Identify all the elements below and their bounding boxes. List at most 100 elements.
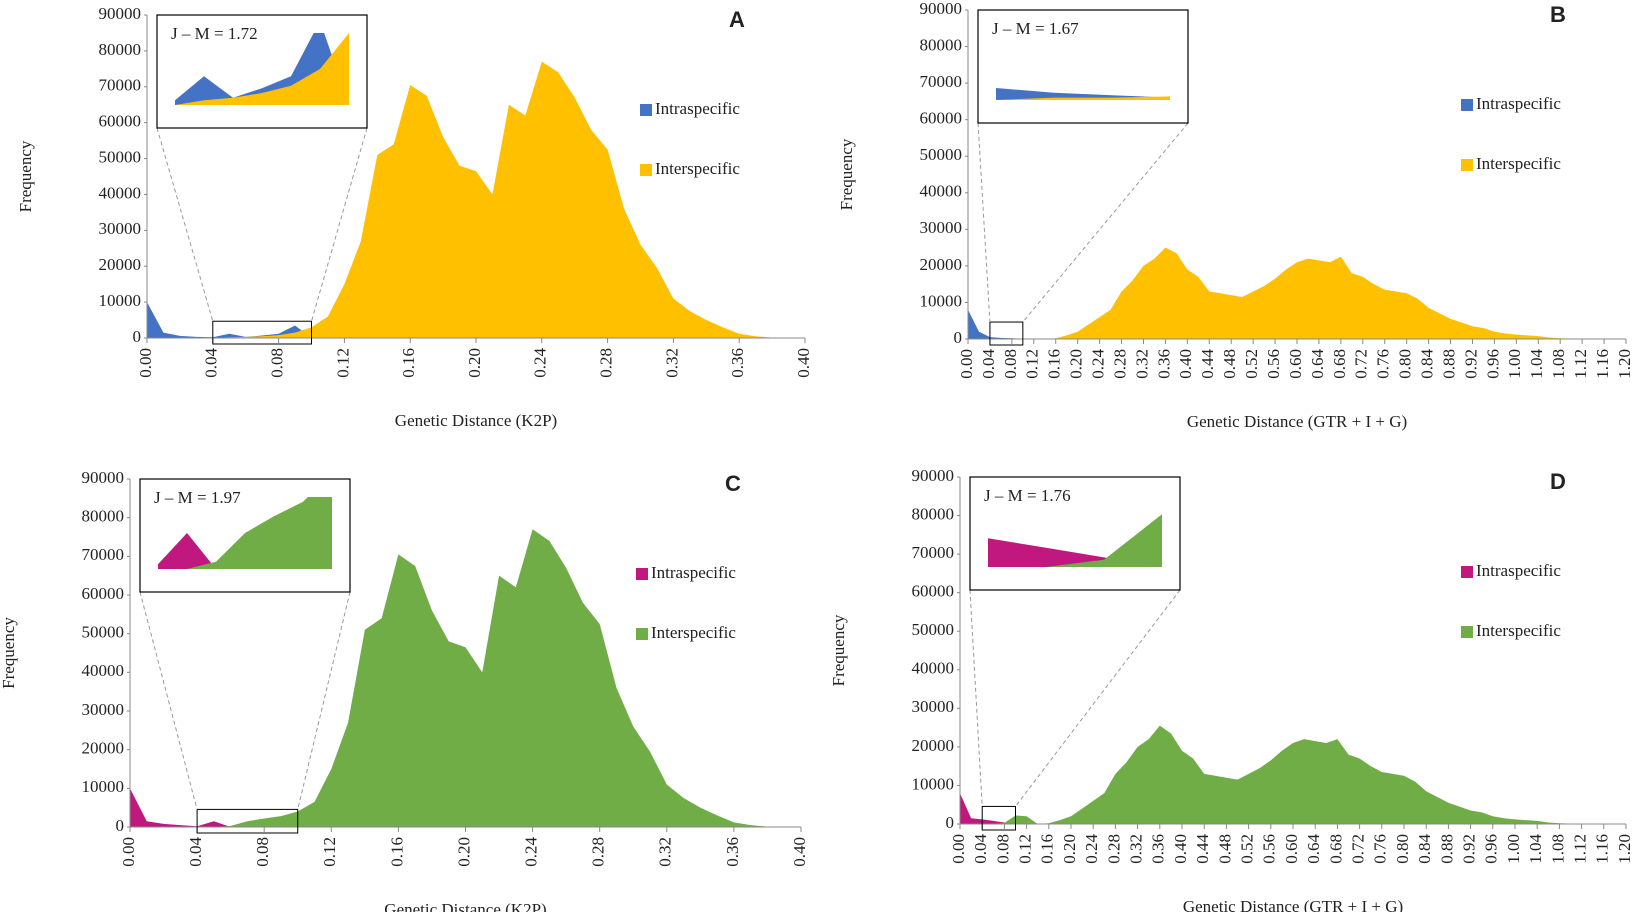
x-tick-label: 0.08	[1001, 349, 1020, 379]
legend-label: Intraspecific	[651, 563, 736, 582]
y-tick-label: 70000	[99, 76, 142, 95]
legend-swatch	[1461, 566, 1473, 578]
x-tick-label: 0.24	[522, 837, 541, 867]
inset-area-series	[175, 33, 349, 105]
legend-label: Interspecific	[1476, 621, 1561, 640]
inset-area-series	[988, 538, 1162, 567]
y-tick-label: 20000	[912, 736, 955, 755]
y-tick-label: 20000	[82, 739, 125, 758]
zoom-connector	[156, 127, 214, 322]
x-tick-label: 0.92	[1461, 349, 1480, 379]
zoom-connector	[1022, 122, 1189, 323]
x-tick-label: 0.84	[1415, 834, 1434, 864]
x-tick-label: 0.20	[454, 837, 473, 867]
zoom-connector	[977, 122, 991, 323]
legend-swatch	[1461, 99, 1473, 111]
inset-plot	[988, 514, 1162, 567]
x-tick-label: 1.04	[1527, 349, 1546, 379]
y-tick-label: 30000	[99, 219, 142, 238]
x-tick-label: 0.32	[1127, 834, 1146, 864]
x-tick-label: 0.80	[1396, 349, 1415, 379]
x-tick-label: 0.40	[1171, 834, 1190, 864]
legend-label: Interspecific	[655, 159, 740, 178]
y-tick-label: 70000	[920, 72, 963, 91]
y-tick-label: 0	[116, 816, 125, 835]
inset-area-series	[996, 88, 1170, 100]
x-tick-label: 0.00	[119, 837, 138, 867]
x-tick-label: 0.12	[1023, 349, 1042, 379]
x-tick-label: 0.08	[253, 837, 272, 867]
y-tick-label: 80000	[912, 504, 955, 523]
panel-label: A	[729, 7, 745, 32]
x-tick-label: 0.92	[1460, 834, 1479, 864]
y-tick-label: 50000	[99, 147, 142, 166]
x-tick-label: 1.20	[1615, 834, 1634, 864]
inset-area-series	[158, 533, 332, 569]
inset-area-series	[988, 514, 1162, 567]
x-tick-label: 0.00	[949, 834, 968, 864]
x-tick-label: 0.60	[1282, 834, 1301, 864]
x-tick-label: 0.76	[1371, 834, 1390, 864]
x-tick-label: 0.12	[320, 837, 339, 867]
y-tick-label: 80000	[920, 35, 963, 54]
inset-area-series	[158, 497, 332, 569]
x-tick-label: 0.80	[1393, 834, 1412, 864]
y-tick-label: 20000	[920, 255, 963, 274]
y-tick-label: 60000	[99, 112, 142, 131]
y-tick-label: 70000	[82, 545, 125, 564]
legend-label: Intraspecific	[1476, 94, 1561, 113]
x-tick-label: 0.40	[1176, 349, 1195, 379]
legend-label: Intraspecific	[1476, 561, 1561, 580]
y-tick-label: 0	[954, 328, 963, 347]
x-tick-label: 0.36	[728, 348, 747, 378]
x-tick-label: 1.16	[1593, 349, 1612, 379]
y-tick-label: 90000	[920, 0, 963, 18]
y-tick-label: 50000	[920, 145, 963, 164]
y-tick-label: 40000	[82, 661, 125, 680]
chart-panel: 0 10000 20000 30000 40000 50000 60000 70000 8000…	[16, 4, 813, 430]
y-tick-label: 40000	[99, 183, 142, 202]
y-tick-label: 10000	[912, 774, 955, 793]
x-tick-label: 1.12	[1571, 349, 1590, 379]
inset-area-series	[996, 96, 1170, 100]
x-tick-label: 0.64	[1304, 834, 1323, 864]
y-tick-label: 60000	[912, 582, 955, 601]
x-tick-label: 0.48	[1215, 834, 1234, 864]
inset-plot	[996, 88, 1170, 100]
y-axis-label: Frequency	[829, 614, 848, 686]
y-tick-label: 90000	[82, 468, 125, 487]
x-tick-label: 0.32	[662, 348, 681, 378]
x-tick-label: 0.24	[1089, 349, 1108, 379]
zoom-box	[212, 320, 312, 345]
y-tick-label: 50000	[82, 623, 125, 642]
x-tick-label: 0.60	[1286, 349, 1305, 379]
x-tick-label: 0.32	[1132, 349, 1151, 379]
x-tick-label: 0.72	[1352, 349, 1371, 379]
y-tick-label: 40000	[912, 659, 955, 678]
y-axis-label: Frequency	[0, 617, 18, 689]
y-tick-label: 30000	[912, 697, 955, 716]
x-axis-label: Genetic Distance (GTR + I + G)	[1183, 897, 1403, 912]
x-axis-label: Genetic Distance (K2P)	[395, 411, 557, 430]
zoom-connector	[139, 591, 198, 810]
chart-panel: 0 10000 20000 30000 40000 50000 60000 70000 8000…	[0, 468, 809, 912]
x-tick-label: 0.28	[589, 837, 608, 867]
zoom-box	[981, 805, 1017, 831]
y-tick-label: 60000	[82, 584, 125, 603]
x-tick-label: 0.28	[1104, 834, 1123, 864]
x-tick-label: 0.16	[399, 348, 418, 378]
x-tick-label: 0.08	[993, 834, 1012, 864]
legend-swatch	[640, 104, 652, 116]
panel-label: B	[1550, 2, 1566, 27]
legend-swatch	[1461, 159, 1473, 171]
zoom-connector	[311, 127, 368, 322]
x-tick-label: 1.20	[1615, 349, 1634, 379]
x-tick-label: 0.12	[333, 348, 352, 378]
x-axis-label: Genetic Distance (GTR + I + G)	[1187, 412, 1407, 431]
x-tick-label: 0.20	[1060, 834, 1079, 864]
x-tick-label: 0.40	[790, 837, 809, 867]
chart-panel: 0 10000 20000 30000 40000 50000 60000 70000 8000…	[829, 466, 1634, 912]
x-tick-label: 0.20	[465, 348, 484, 378]
x-tick-label: 1.00	[1504, 834, 1523, 864]
legend-label: Interspecific	[651, 623, 736, 642]
